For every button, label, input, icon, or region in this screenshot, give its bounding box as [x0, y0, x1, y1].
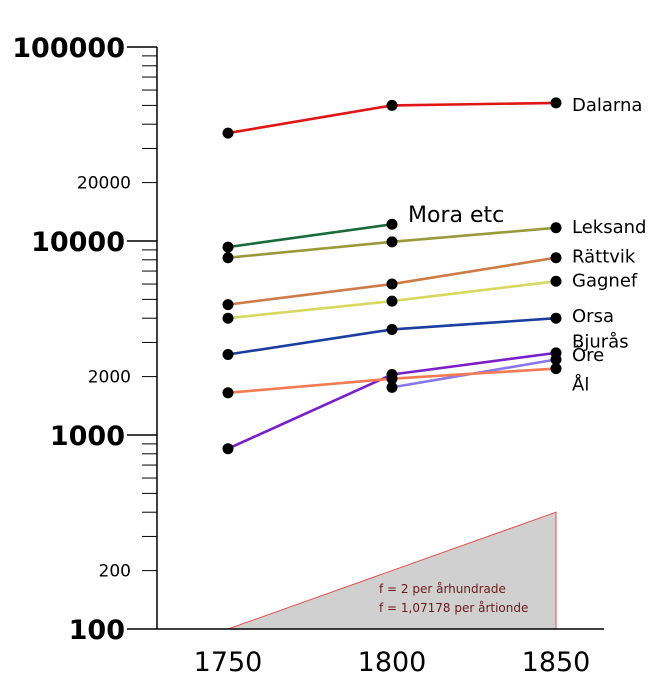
y-minor-tick-label: 2000 [88, 368, 131, 388]
x-tick-label: 1850 [522, 647, 591, 678]
series-label: Ål [572, 374, 589, 396]
series-label: Bjurås [572, 332, 629, 353]
data-point [222, 252, 234, 264]
series-rättvik [222, 252, 562, 311]
data-point [386, 218, 398, 230]
series-label: Öre [572, 344, 604, 366]
data-point [550, 275, 562, 287]
series-leksand [222, 222, 562, 264]
series-label: Orsa [572, 306, 614, 327]
data-point [550, 347, 562, 359]
series-orsa [222, 312, 562, 360]
series-label: Leksand [572, 217, 646, 238]
growth-rate-triangle-group: f = 2 per århundrade f = 1,07178 per årti… [227, 511, 557, 630]
data-point [386, 99, 398, 111]
series-lines [222, 97, 562, 455]
series-gagnef [222, 275, 562, 324]
series-line [227, 316, 557, 356]
data-point [550, 312, 562, 324]
series-mora-etc [222, 218, 398, 253]
series-dalarna [222, 97, 562, 139]
growth-note-line: f = 2 per århundrade [379, 582, 506, 596]
data-point [386, 373, 398, 385]
series-label: Gagnef [572, 270, 638, 291]
series-label: Mora etc [408, 203, 504, 228]
y-major-tick-label: 100000 [12, 33, 125, 64]
data-point [222, 443, 234, 455]
series-ål [222, 363, 562, 399]
data-point [386, 381, 398, 393]
series-label: Rättvik [572, 247, 636, 268]
series-label: Dalarna [572, 95, 642, 116]
data-point [550, 222, 562, 234]
series-line [227, 222, 393, 249]
y-major-tick-label: 1000 [50, 421, 125, 452]
data-point [222, 387, 234, 399]
data-point [386, 236, 398, 248]
data-point [222, 348, 234, 360]
y-minor-tick-label: 200 [99, 562, 131, 582]
x-tick-label: 1750 [194, 647, 263, 678]
data-point [222, 127, 234, 139]
x-axis-ticks: 1750 1800 1850 [194, 647, 591, 678]
data-point [222, 312, 234, 324]
axes [156, 47, 604, 630]
y-minor-tick-label: 20000 [77, 174, 131, 194]
data-point [222, 299, 234, 311]
data-point [386, 323, 398, 335]
y-major-tick-label: 10000 [31, 227, 125, 258]
data-point [222, 241, 234, 253]
data-point [386, 295, 398, 307]
y-axis-ticks: 100 1000 10000 100000 200 2000 20000 [12, 33, 157, 646]
growth-note-line: f = 1,07178 per årtionde [379, 601, 528, 615]
data-point [550, 97, 562, 109]
series-öre [222, 347, 562, 455]
y-major-tick-label: 100 [69, 615, 125, 646]
data-point [386, 278, 398, 290]
data-point [550, 363, 562, 375]
x-tick-label: 1800 [358, 647, 427, 678]
data-point [550, 252, 562, 264]
